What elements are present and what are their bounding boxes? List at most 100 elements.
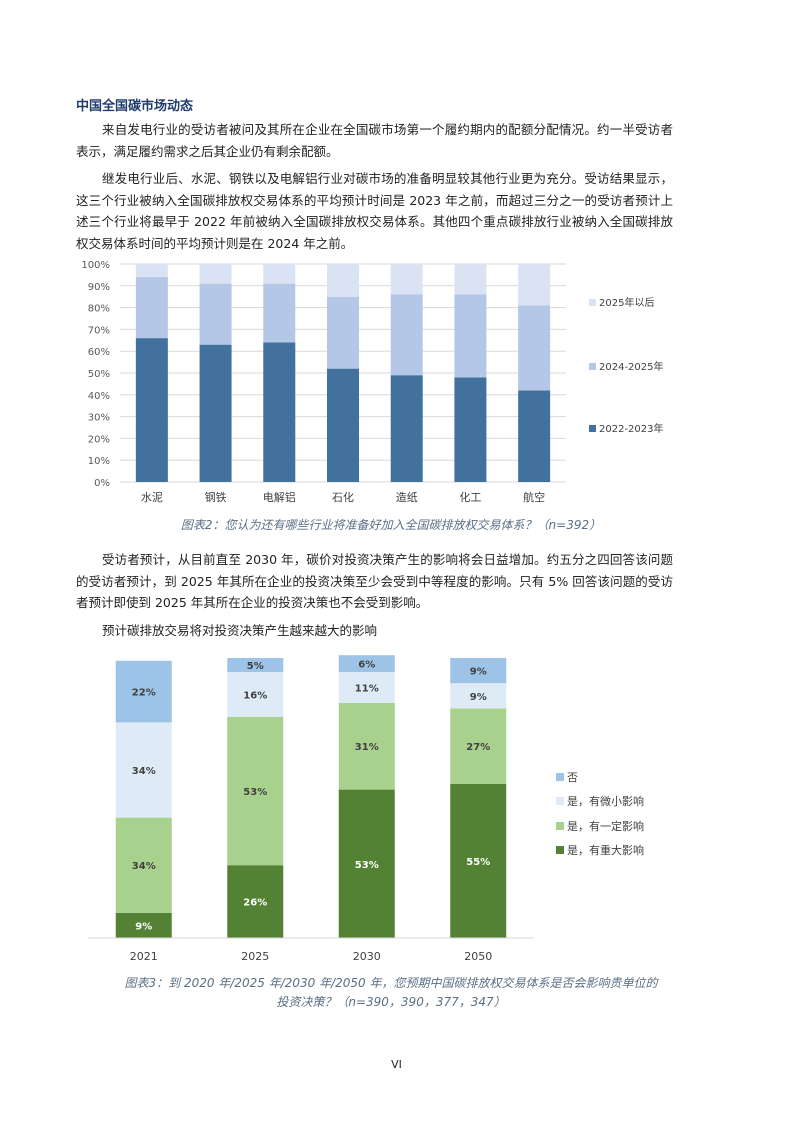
chart-2-subtitle: 预计碳排放交易将对投资决策产生越来越大的影响 [102, 623, 378, 638]
bar-segment [227, 672, 284, 717]
y-tick-label: 40% [88, 391, 110, 402]
legend-swatch [589, 299, 596, 306]
data-label: 34% [132, 766, 156, 777]
bar-segment [454, 294, 487, 378]
data-label: 31% [355, 742, 379, 753]
bar-segment [227, 716, 284, 866]
legend-label: 是，有微小影响 [567, 794, 644, 808]
page-number: VI [391, 1058, 402, 1071]
bar-segment [135, 264, 168, 278]
data-label: 5% [247, 661, 264, 672]
figure-3-caption-line-1: 图表3：到 2020 年/2025 年/2030 年/2050 年，您预期中国碳… [124, 976, 658, 990]
legend-label: 否 [567, 771, 578, 784]
figure-2-caption: 图表2：您认为还有哪些行业将准备好加入全国碳排放权交易体系？（n=392） [180, 518, 602, 532]
data-label: 16% [243, 690, 267, 701]
bar-segment [115, 817, 172, 913]
legend-swatch [556, 822, 564, 830]
bar-segment [390, 294, 423, 376]
bar-segment [450, 708, 507, 784]
bar-segment [115, 912, 172, 938]
investment-impact-chart: 9% 34% 34% 22% 2021 26% 53% 16% 5% 2025 53% 31% 11% 6… [88, 655, 644, 963]
bar-segment [227, 658, 284, 672]
bar-segment [199, 344, 232, 482]
bar-segment [135, 338, 168, 482]
bar-segment [199, 264, 232, 284]
bar-segment [338, 702, 395, 790]
data-label: 11% [355, 683, 379, 694]
legend-swatch [589, 425, 596, 432]
bar-segment [327, 264, 359, 297]
x-tick-label: 水泥 [141, 491, 163, 504]
legend-label: 是，有重大影响 [567, 843, 644, 857]
bar-segment [450, 658, 507, 684]
bar-segment [327, 368, 359, 482]
legend-swatch [589, 363, 596, 370]
sector-readiness-chart: 0% 10% 20% 30% 40% 50% 60% 70% 80% 90% 100% 水泥 钢铁 电解铝… [81, 260, 664, 504]
data-label: 9% [470, 692, 487, 703]
y-tick-label: 0% [94, 478, 110, 489]
bar-segment [390, 375, 423, 482]
paragraph-sector-readiness: 继发电行业后、水泥、钢铁以及电解铝行业对碳市场的准备明显较其他行业更为充分。受访… [76, 171, 673, 251]
bar-segment [450, 784, 507, 938]
x-tick-label: 2021 [130, 950, 158, 963]
bar-segment [227, 865, 284, 938]
bar-segment [263, 264, 296, 284]
x-tick-label: 2030 [353, 950, 381, 963]
bar-segment [454, 264, 487, 295]
figure-3-caption: 图表3：到 2020 年/2025 年/2030 年/2050 年，您预期中国碳… [76, 974, 706, 1012]
bar-segment [199, 283, 232, 345]
x-tick-label: 钢铁 [205, 491, 227, 504]
paragraph-allocation: 来自发电行业的受访者被问及其所在企业在全国碳市场第一个履约期内的配额分配情况。约… [76, 122, 673, 159]
data-label: 9% [135, 921, 152, 932]
data-label: 26% [243, 898, 267, 909]
x-tick-label: 化工 [459, 490, 481, 504]
y-tick-label: 50% [88, 369, 110, 380]
y-tick-label: 70% [88, 325, 110, 336]
y-tick-label: 100% [81, 260, 110, 271]
x-tick-label: 航空 [523, 490, 545, 504]
data-label: 22% [132, 688, 156, 699]
bar-segment [135, 277, 168, 339]
data-label: 55% [466, 857, 490, 868]
legend-swatch [556, 846, 564, 854]
legend-label: 是，有一定影响 [567, 819, 644, 833]
legend-label: 2022-2023年 [599, 422, 664, 435]
bar-segment [115, 722, 172, 818]
figure-3-caption-line-2: 投资决策？（n=390，390，377，347） [276, 995, 506, 1009]
bar-segment [263, 342, 296, 482]
x-tick-label: 造纸 [396, 490, 418, 504]
bar-segment [518, 264, 551, 306]
paragraph-investment-impact: 受访者预计，从目前直至 2030 年，碳价对投资决策产生的影响将会日益增加。约五… [76, 552, 673, 610]
data-label: 53% [355, 860, 379, 871]
bar-segment [450, 683, 507, 709]
bar-segment [390, 264, 423, 295]
bar-segment [327, 296, 359, 369]
legend-swatch [556, 773, 564, 781]
data-label: 6% [358, 660, 375, 671]
x-tick-label: 石化 [332, 490, 354, 504]
bar-segment [338, 672, 395, 703]
bar-segment [115, 660, 172, 723]
legend-label: 2025年以后 [599, 296, 654, 309]
y-tick-label: 90% [88, 282, 110, 293]
x-tick-label: 2050 [464, 950, 492, 963]
bar-segment [454, 377, 487, 482]
data-label: 34% [132, 861, 156, 872]
x-tick-label: 2025 [241, 950, 269, 963]
legend-swatch [556, 797, 564, 805]
bar-segment [518, 390, 551, 482]
data-label: 27% [466, 742, 490, 753]
x-tick-label: 电解铝 [263, 490, 296, 504]
bar-segment [338, 789, 395, 938]
y-tick-label: 60% [88, 347, 110, 358]
data-label: 9% [470, 667, 487, 678]
legend-label: 2024-2025年 [599, 360, 664, 373]
y-tick-label: 80% [88, 304, 110, 315]
bar-segment [338, 655, 395, 672]
data-label: 53% [243, 787, 267, 798]
y-tick-label: 20% [88, 434, 110, 445]
y-tick-label: 10% [88, 456, 110, 467]
bar-segment [263, 283, 296, 343]
section-title: 中国全国碳市场动态 [76, 99, 194, 114]
y-tick-label: 30% [88, 413, 110, 424]
